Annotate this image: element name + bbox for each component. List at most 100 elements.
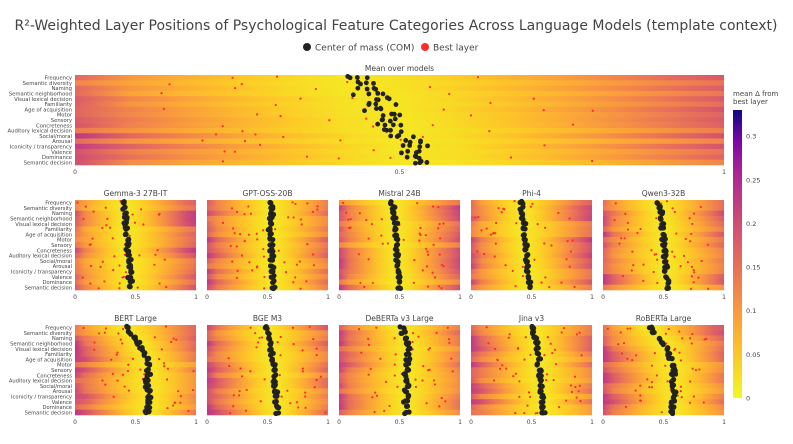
x-tick-label: 0: [205, 419, 209, 426]
com-point: [670, 377, 676, 383]
heatmap-row: [75, 388, 196, 395]
best-layer-point: [113, 255, 116, 258]
best-layer-point: [367, 337, 370, 341]
best-layer-point: [531, 202, 534, 205]
best-layer-point: [158, 212, 161, 216]
com-point: [374, 106, 379, 111]
feature-label: Visual lexical decision: [14, 97, 72, 103]
best-layer-point: [688, 217, 691, 220]
best-layer-point: [693, 271, 696, 274]
heatmap-row: [339, 205, 460, 211]
feature-label: Dominance: [43, 405, 72, 411]
heatmap-row: [75, 205, 196, 211]
x-tick-label: 0.5: [131, 419, 141, 426]
best-layer-point: [110, 358, 113, 361]
heatmap-row: [339, 404, 460, 411]
feature-label: Social/moral: [40, 259, 72, 265]
com-point: [532, 334, 538, 340]
best-layer-point: [301, 367, 304, 370]
feature-label: Semantic decision: [25, 285, 72, 291]
best-layer-point: [533, 258, 536, 261]
com-point: [391, 111, 397, 117]
best-layer-point: [656, 258, 659, 261]
com-point: [269, 357, 275, 363]
best-layer-point: [262, 255, 266, 258]
com-point: [661, 231, 667, 238]
com-point: [373, 101, 379, 107]
com-point: [126, 257, 132, 263]
best-layer-point: [153, 263, 156, 266]
best-layer-point: [624, 212, 627, 215]
best-layer-point: [127, 363, 130, 366]
com-point: [534, 362, 540, 368]
com-point: [390, 215, 396, 222]
x-tick-label: 1: [458, 419, 462, 426]
best-layer-point: [655, 253, 658, 256]
heatmap-row: [603, 205, 724, 211]
best-layer-point: [450, 357, 453, 360]
heatmap-row: [75, 409, 196, 416]
com-point: [269, 350, 275, 356]
heatmap-row: [75, 372, 196, 379]
best-layer-point: [624, 405, 628, 408]
best-layer-point: [243, 240, 246, 243]
heatmap-row: [603, 200, 724, 206]
best-layer-point: [93, 348, 96, 351]
best-layer-point: [109, 226, 112, 229]
heatmap-row: [603, 351, 724, 358]
com-point: [660, 236, 666, 243]
best-layer-point: [413, 259, 416, 262]
com-point: [538, 367, 544, 373]
x-tick-label: 0: [337, 294, 341, 301]
com-point: [391, 220, 398, 226]
best-layer-point: [543, 242, 546, 245]
best-layer-point: [692, 268, 695, 272]
com-point: [347, 75, 353, 81]
best-layer-point: [339, 139, 342, 142]
best-layer-point: [688, 401, 692, 404]
feature-label: Semantic diversity: [24, 331, 72, 337]
com-point: [672, 371, 679, 377]
best-layer-point: [578, 384, 581, 387]
feature-label: Sensory: [51, 368, 72, 374]
com-point: [387, 118, 393, 124]
feature-label: Social/moral: [39, 134, 72, 140]
best-layer-point: [656, 281, 659, 285]
best-layer-point: [389, 156, 392, 159]
com-point: [362, 108, 367, 114]
feature-label: Frequency: [45, 326, 72, 332]
best-layer-point: [548, 286, 551, 289]
best-layer-point: [442, 108, 445, 111]
best-layer-point: [425, 247, 428, 251]
heatmap-row: [339, 351, 460, 358]
best-layer-point: [170, 340, 173, 344]
best-layer-point: [495, 221, 498, 225]
best-layer-point: [101, 260, 104, 263]
best-layer-point: [565, 258, 568, 261]
best-layer-point: [235, 245, 238, 248]
best-layer-point: [249, 370, 252, 373]
heatmap-row: [75, 159, 724, 166]
best-layer-point: [274, 103, 277, 107]
com-point: [272, 382, 278, 388]
best-layer-point: [238, 390, 241, 393]
best-layer-point: [357, 253, 360, 256]
best-layer-point: [179, 401, 182, 404]
best-layer-point: [374, 391, 377, 394]
best-layer-point: [477, 215, 480, 219]
best-layer-point: [514, 372, 518, 375]
com-point: [404, 376, 410, 383]
best-layer-point: [504, 264, 507, 267]
heatmap-row: [339, 340, 460, 347]
best-layer-point: [550, 244, 553, 247]
feature-label: Motor: [57, 238, 73, 244]
best-layer-point: [112, 268, 115, 272]
best-layer-point: [162, 107, 165, 110]
heatmap-row: [471, 247, 592, 254]
feature-label: Auditory lexical decision: [9, 379, 72, 385]
com-point: [670, 404, 677, 411]
com-point: [398, 129, 404, 135]
com-point: [405, 394, 411, 400]
best-layer-point: [367, 237, 370, 240]
best-layer-point: [127, 389, 131, 392]
